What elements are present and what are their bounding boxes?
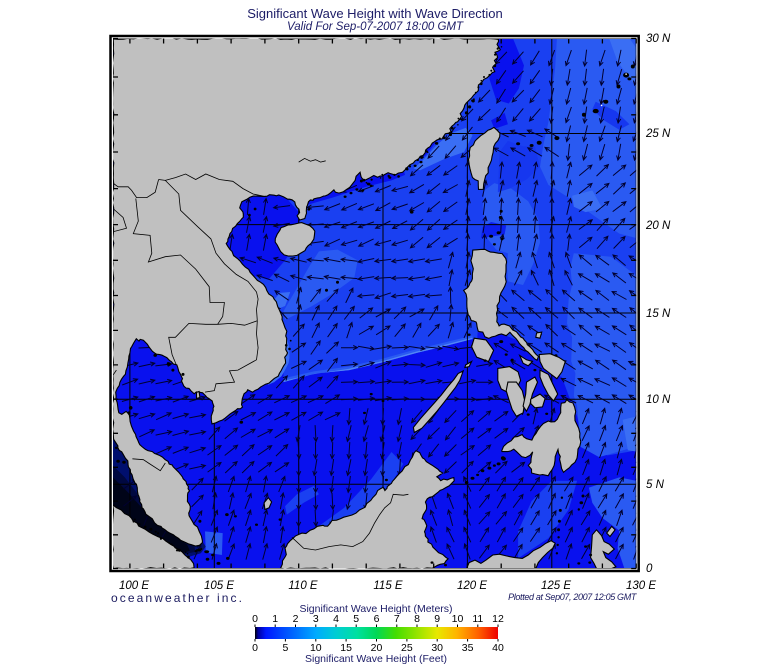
svg-text:30: 30 [431,642,443,654]
svg-text:10: 10 [452,613,464,625]
svg-text:8: 8 [414,613,420,625]
svg-text:Plotted at Sep07, 2007 12:05 G: Plotted at Sep07, 2007 12:05 GMT [508,592,638,602]
svg-text:15: 15 [340,642,352,654]
svg-text:115 E: 115 E [373,580,403,592]
svg-text:105 E: 105 E [204,580,234,592]
svg-text:110 E: 110 E [288,580,318,592]
svg-text:12: 12 [492,613,504,625]
svg-text:0: 0 [646,563,653,575]
svg-text:Significant Wave Height (Feet): Significant Wave Height (Feet) [305,653,447,665]
svg-text:25 N: 25 N [645,128,671,140]
svg-text:10: 10 [310,642,322,654]
svg-text:1: 1 [272,613,278,625]
svg-text:4: 4 [333,613,339,625]
svg-text:20: 20 [371,642,383,654]
svg-text:5 N: 5 N [646,479,665,491]
svg-text:120 E: 120 E [457,580,487,592]
svg-text:130 E: 130 E [626,580,656,592]
svg-text:40: 40 [492,642,504,654]
svg-text:35: 35 [462,642,474,654]
svg-text:125 E: 125 E [541,580,571,592]
svg-text:6: 6 [374,613,380,625]
svg-text:15 N: 15 N [646,308,671,320]
svg-text:2: 2 [293,613,299,625]
svg-text:0: 0 [252,642,258,654]
svg-text:10 N: 10 N [646,394,671,406]
svg-text:3: 3 [313,613,319,625]
svg-text:7: 7 [394,613,400,625]
svg-text:5: 5 [353,613,359,625]
svg-text:5: 5 [282,642,288,654]
svg-text:20 N: 20 N [645,220,671,232]
svg-text:30 N: 30 N [646,33,671,45]
svg-text:0: 0 [252,613,258,625]
svg-text:100 E: 100 E [119,580,149,592]
svg-text:oceanweather inc.: oceanweather inc. [111,591,244,605]
svg-text:9: 9 [434,613,440,625]
svg-text:11: 11 [472,613,483,625]
svg-text:Valid For Sep-07-2007 18:00 GM: Valid For Sep-07-2007 18:00 GMT [287,21,464,33]
svg-text:Significant Wave Height (Meter: Significant Wave Height (Meters) [299,603,452,615]
svg-text:Significant Wave Height with W: Significant Wave Height with Wave Direct… [247,6,503,21]
svg-text:25: 25 [401,642,413,654]
